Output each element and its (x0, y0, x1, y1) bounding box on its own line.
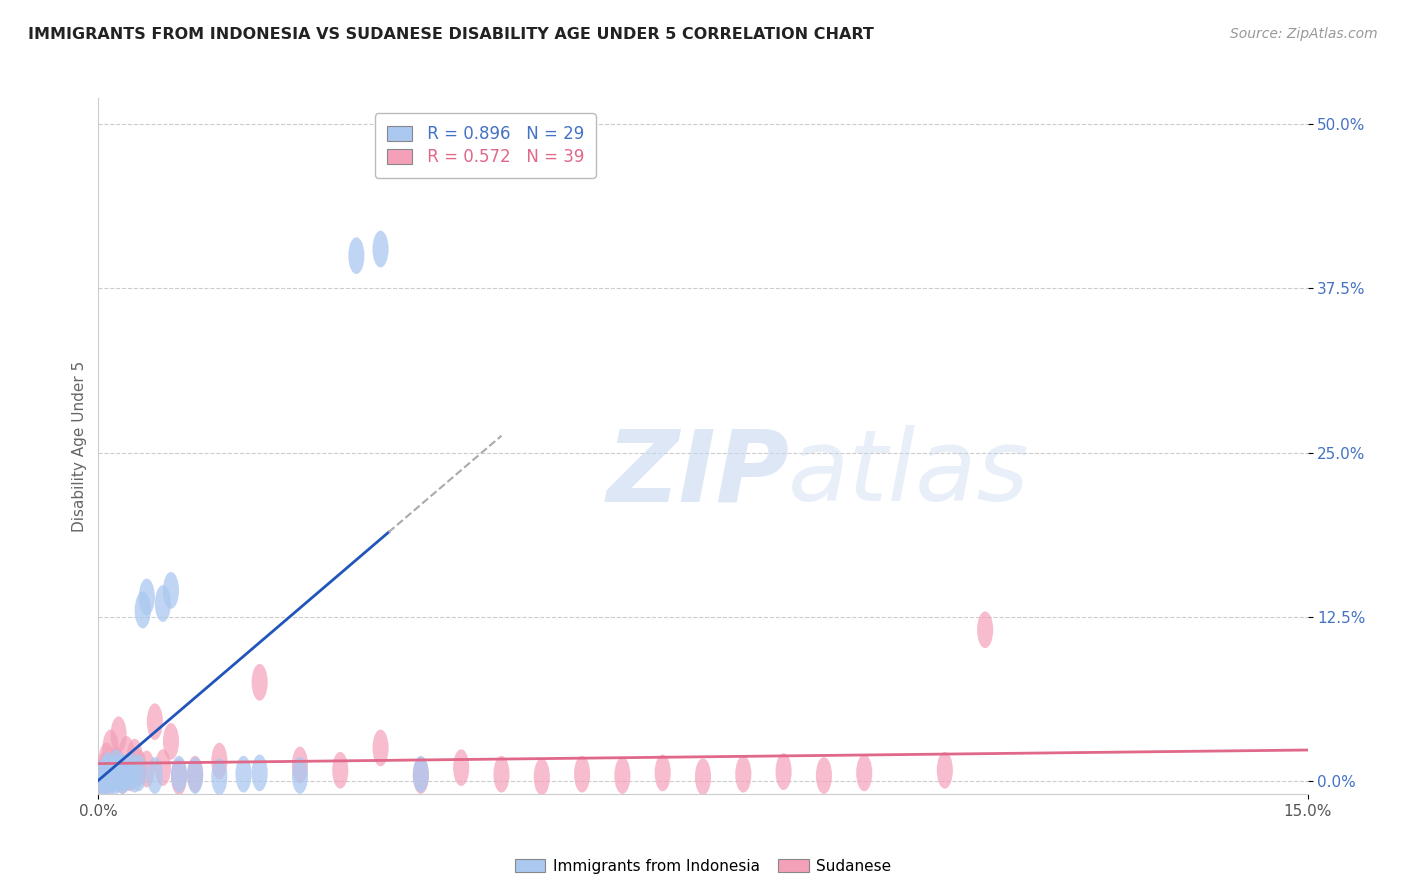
Legend:  R = 0.896   N = 29,  R = 0.572   N = 39: R = 0.896 N = 29, R = 0.572 N = 39 (375, 113, 596, 178)
Text: atlas: atlas (787, 425, 1029, 523)
Text: Source: ZipAtlas.com: Source: ZipAtlas.com (1230, 27, 1378, 41)
Legend: Immigrants from Indonesia, Sudanese: Immigrants from Indonesia, Sudanese (509, 853, 897, 880)
Text: ZIP: ZIP (606, 425, 789, 523)
Y-axis label: Disability Age Under 5: Disability Age Under 5 (72, 360, 87, 532)
Text: IMMIGRANTS FROM INDONESIA VS SUDANESE DISABILITY AGE UNDER 5 CORRELATION CHART: IMMIGRANTS FROM INDONESIA VS SUDANESE DI… (28, 27, 875, 42)
